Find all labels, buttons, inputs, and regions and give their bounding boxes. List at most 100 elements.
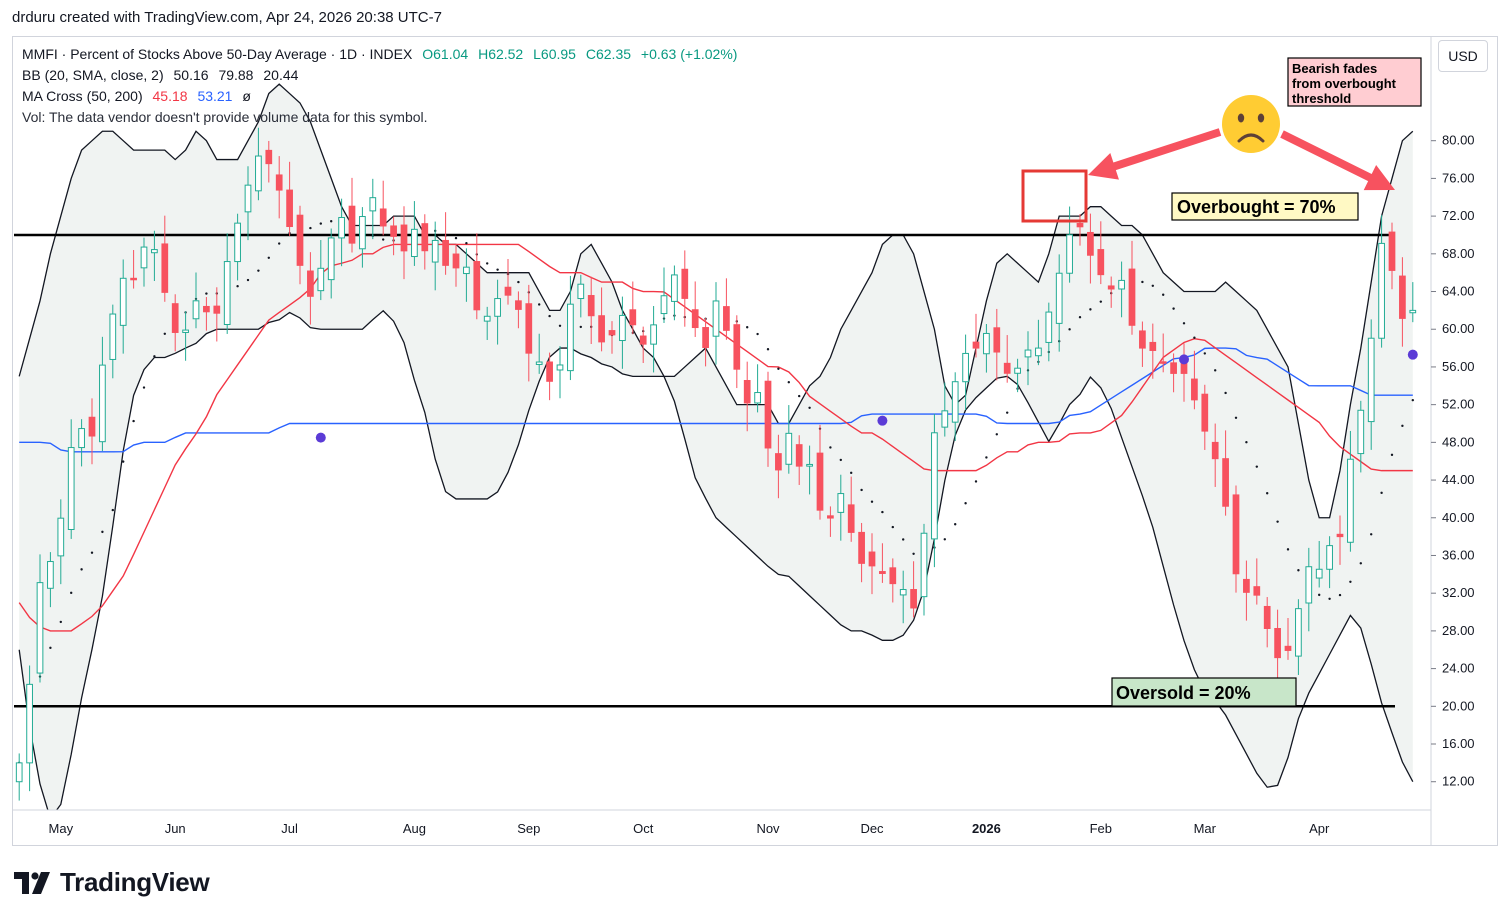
- candle-up: [1326, 545, 1333, 570]
- candle-up: [619, 314, 626, 342]
- y-tick-label: 76.00: [1442, 170, 1475, 185]
- sad-face-mouth: [1237, 133, 1265, 143]
- candle-up: [1409, 309, 1417, 314]
- middle-band-dot: [1370, 533, 1373, 536]
- middle-band-dot: [1328, 597, 1331, 601]
- middle-band-dot: [860, 488, 863, 492]
- candle-down: [275, 174, 283, 191]
- candle-up: [1347, 458, 1354, 543]
- tradingview-logo-icon: [14, 871, 50, 894]
- y-tick-label: 52.00: [1442, 397, 1475, 412]
- candle-down: [629, 309, 637, 326]
- tradingview-logo[interactable]: TradingView: [14, 867, 210, 898]
- legend-bb-basis: 50.16: [173, 67, 209, 83]
- candle-down: [598, 315, 605, 343]
- middle-band-dot: [1234, 416, 1238, 419]
- ma-cross-marker[interactable]: [315, 432, 326, 443]
- x-tick-label: Dec: [860, 821, 884, 836]
- candle-down: [1087, 231, 1094, 256]
- candle-down: [1274, 627, 1281, 659]
- candle-up: [1315, 568, 1323, 579]
- middle-band-dot: [122, 460, 125, 463]
- candle-down: [307, 270, 314, 297]
- candle-down: [1003, 362, 1011, 374]
- legend-bb-row[interactable]: BB (20, SMA, close, 2) 50.16 79.88 20.44: [22, 65, 737, 86]
- legend-bb-lower: 20.44: [263, 67, 299, 83]
- candle-up: [327, 237, 335, 281]
- bearish-note-box: [1287, 57, 1422, 107]
- candle-up: [1118, 279, 1125, 290]
- candle-down: [733, 324, 741, 370]
- middle-band-dot: [1182, 322, 1186, 325]
- chart-attribution: drduru created with TradingView.com, Apr…: [12, 9, 442, 26]
- candle-up: [78, 428, 85, 449]
- candle-down: [1399, 275, 1406, 319]
- candle-down: [743, 380, 751, 404]
- candle-down: [1191, 378, 1198, 401]
- middle-band-dot: [787, 381, 790, 384]
- legend-low-value: 60.95: [540, 46, 576, 62]
- bearish-note-line: from overbought: [1292, 76, 1397, 91]
- x-tick-label: Jul: [281, 821, 298, 836]
- candle-down: [702, 327, 709, 349]
- middle-band-dot: [912, 552, 915, 556]
- bearish-note-line: Bearish fades: [1292, 61, 1377, 76]
- x-tick-label: Oct: [633, 821, 654, 836]
- ma-cross-marker[interactable]: [1407, 349, 1418, 360]
- middle-band-dot: [1089, 308, 1092, 311]
- middle-band-dot: [1068, 328, 1071, 331]
- candle-down: [296, 214, 304, 266]
- candle-up: [1295, 608, 1302, 657]
- legend-high-key: H: [478, 46, 489, 62]
- middle-band-dot: [1411, 398, 1415, 402]
- candle-up: [483, 315, 491, 322]
- candle-up: [67, 447, 75, 531]
- middle-band-dot: [59, 620, 62, 624]
- middle-band-dot: [1245, 441, 1248, 444]
- legend-ma-row[interactable]: MA Cross (50, 200) 45.18 53.21 ø: [22, 86, 737, 107]
- candle-up: [1045, 311, 1053, 343]
- middle-band-dot: [246, 278, 250, 282]
- y-tick-label: 80.00: [1442, 133, 1475, 148]
- middle-band-dot: [746, 326, 749, 329]
- currency-button[interactable]: USD: [1438, 40, 1488, 72]
- candle-up: [244, 184, 252, 213]
- candle-up: [1367, 337, 1375, 423]
- ma-cross-marker[interactable]: [877, 415, 888, 426]
- candle-down: [1159, 361, 1167, 364]
- candle-down: [639, 335, 647, 345]
- candle-down: [400, 224, 408, 252]
- candle-up: [1357, 409, 1365, 455]
- middle-band-dot: [257, 269, 260, 272]
- candle-up: [1035, 347, 1042, 357]
- candle-down: [723, 306, 730, 331]
- candle-down: [764, 380, 772, 449]
- middle-band-dot: [465, 241, 468, 245]
- legend-open-value: 61.04: [433, 46, 469, 62]
- y-tick-label: 64.00: [1442, 284, 1475, 299]
- candle-up: [182, 329, 189, 333]
- legend-ma200-value: 53.21: [197, 88, 233, 104]
- middle-band-dot: [808, 406, 811, 409]
- candle-up: [931, 432, 938, 540]
- candle-down: [1170, 362, 1177, 374]
- candle-down: [130, 277, 137, 281]
- middle-band-dot: [278, 242, 281, 245]
- middle-band-dot: [1141, 280, 1144, 284]
- legend-symbol-row[interactable]: MMFI · Percent of Stocks Above 50-Day Av…: [22, 44, 737, 65]
- candle-down: [691, 309, 699, 329]
- candle-up: [26, 683, 33, 764]
- legend-close-value: 62.35: [595, 46, 632, 62]
- legend-high-value: 62.52: [488, 46, 524, 62]
- y-tick-label: 32.00: [1442, 585, 1475, 600]
- middle-band-dot: [1203, 352, 1207, 355]
- candle-down: [1388, 231, 1396, 271]
- chart-legend: MMFI · Percent of Stocks Above 50-Day Av…: [22, 44, 737, 128]
- candle-down: [546, 361, 553, 382]
- candle-down: [265, 149, 273, 165]
- ma-cross-marker[interactable]: [1179, 354, 1189, 365]
- candle-down: [827, 515, 834, 519]
- candle-down: [1336, 533, 1344, 538]
- candle-down: [879, 571, 886, 574]
